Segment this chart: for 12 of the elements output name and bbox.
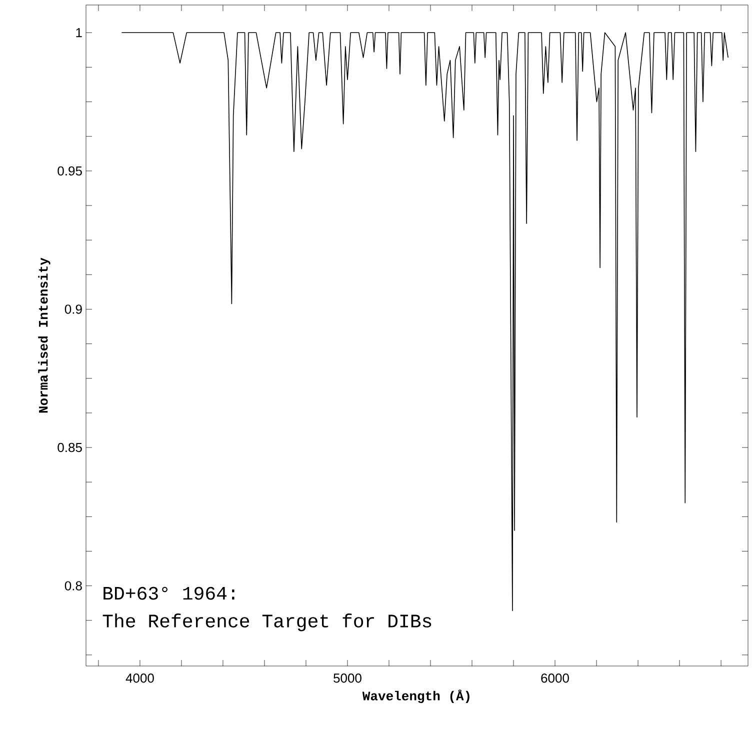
x-axis-title: Wavelength (Å): [362, 690, 470, 704]
x-tick-label: 5000: [334, 674, 362, 683]
y-tick-label: 0.8: [64, 581, 82, 590]
y-tick-label: 0.85: [58, 442, 82, 452]
y-axis-title: Normalised Intensity: [38, 258, 50, 413]
annotation: BD+63° 1964:: [104, 586, 234, 600]
y-tick-label: 0.9: [64, 304, 82, 314]
y-tick-label: 0.95: [58, 166, 82, 176]
x-tick-label: 6000: [541, 674, 569, 683]
x-tick-label: 4000: [126, 674, 154, 683]
annotation: The Reference Target for DIBs: [102, 614, 432, 632]
y-tick-label: 1: [76, 28, 82, 38]
